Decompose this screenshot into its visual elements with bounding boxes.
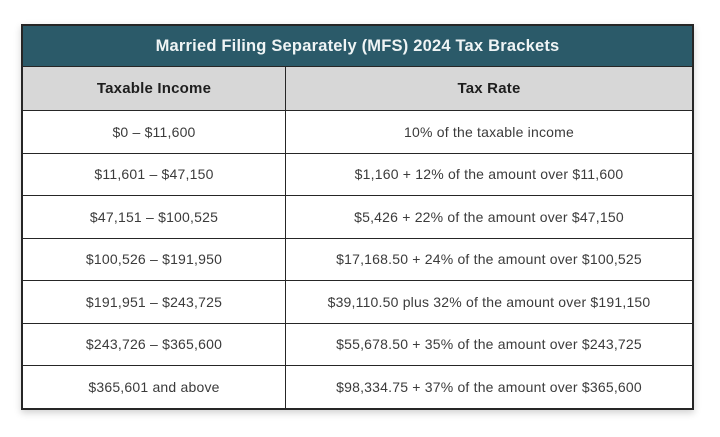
income-range-cell: $0 – $11,600 bbox=[112, 123, 196, 140]
income-range-cell: $365,601 and above bbox=[88, 378, 220, 395]
table-row: $365,601 and above $98,334.75 + 37% of t… bbox=[23, 365, 692, 408]
tax-rate-cell: $98,334.75 + 37% of the amount over $365… bbox=[285, 366, 692, 408]
income-range-cell: $243,726 – $365,600 bbox=[85, 336, 223, 353]
column-header-row: Taxable Income Tax Rate bbox=[23, 66, 692, 110]
table-row: $47,151 – $100,525 $5,426 + 22% of the a… bbox=[23, 195, 692, 238]
tax-brackets-table: Married Filing Separately (MFS) 2024 Tax… bbox=[21, 24, 694, 410]
table-row: $191,951 – $243,725 $39,110.50 plus 32% … bbox=[23, 280, 692, 323]
income-range-cell: $47,151 – $100,525 bbox=[89, 208, 219, 225]
column-header-taxable-income: Taxable Income bbox=[23, 67, 285, 110]
tax-rate-cell: $39,110.50 plus 32% of the amount over $… bbox=[285, 281, 692, 323]
tax-rate-cell: $5,426 + 22% of the amount over $47,150 bbox=[285, 196, 692, 238]
table-row: $100,526 – $191,950 $17,168.50 + 24% of … bbox=[23, 237, 692, 280]
income-range-cell: $11,601 – $47,150 bbox=[94, 166, 214, 183]
tax-rate-cell: $55,678.50 + 35% of the amount over $243… bbox=[285, 323, 692, 365]
table-row: $11,601 – $47,150 $1,160 + 12% of the am… bbox=[23, 152, 692, 195]
tax-rate-cell: $1,160 + 12% of the amount over $11,600 bbox=[285, 153, 692, 195]
table-row: $0 – $11,600 10% of the taxable income bbox=[23, 110, 692, 153]
income-range-cell: $191,951 – $243,725 bbox=[85, 293, 223, 310]
tax-rate-cell: 10% of the taxable income bbox=[285, 111, 692, 153]
column-header-tax-rate: Tax Rate bbox=[285, 67, 692, 110]
income-range-cell: $100,526 – $191,950 bbox=[85, 251, 223, 268]
table-title: Married Filing Separately (MFS) 2024 Tax… bbox=[23, 26, 692, 66]
tax-rate-cell: $17,168.50 + 24% of the amount over $100… bbox=[285, 238, 692, 280]
table-row: $243,726 – $365,600 $55,678.50 + 35% of … bbox=[23, 322, 692, 365]
